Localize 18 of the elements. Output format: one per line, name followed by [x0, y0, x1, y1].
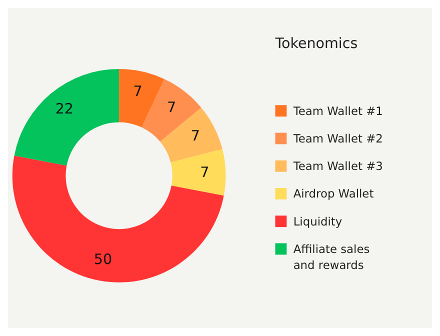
donut-slice: [12, 156, 224, 282]
data-label: 7: [133, 84, 142, 100]
legend-label: Affiliate sales and rewards: [293, 242, 370, 272]
legend-label: Team Wallet #3: [292, 159, 383, 174]
donut-slice: [14, 68, 120, 166]
data-label: 7: [167, 100, 176, 116]
legend-label: Liquidity: [293, 214, 342, 228]
data-label: 7: [200, 164, 210, 181]
data-label: 7: [190, 128, 200, 145]
legend-title: Tokenomics: [274, 36, 358, 52]
donut-slice: [142, 79, 202, 142]
legend-label: Airdrop Wallet: [293, 186, 374, 201]
data-label: 50: [94, 252, 112, 268]
donut-slice: [119, 68, 164, 128]
data-label: 22: [55, 102, 74, 118]
legend-label: Team Wallet #1: [292, 104, 383, 118]
legend-label: Team Wallet #2: [292, 131, 383, 146]
donut-slice: [170, 149, 226, 196]
